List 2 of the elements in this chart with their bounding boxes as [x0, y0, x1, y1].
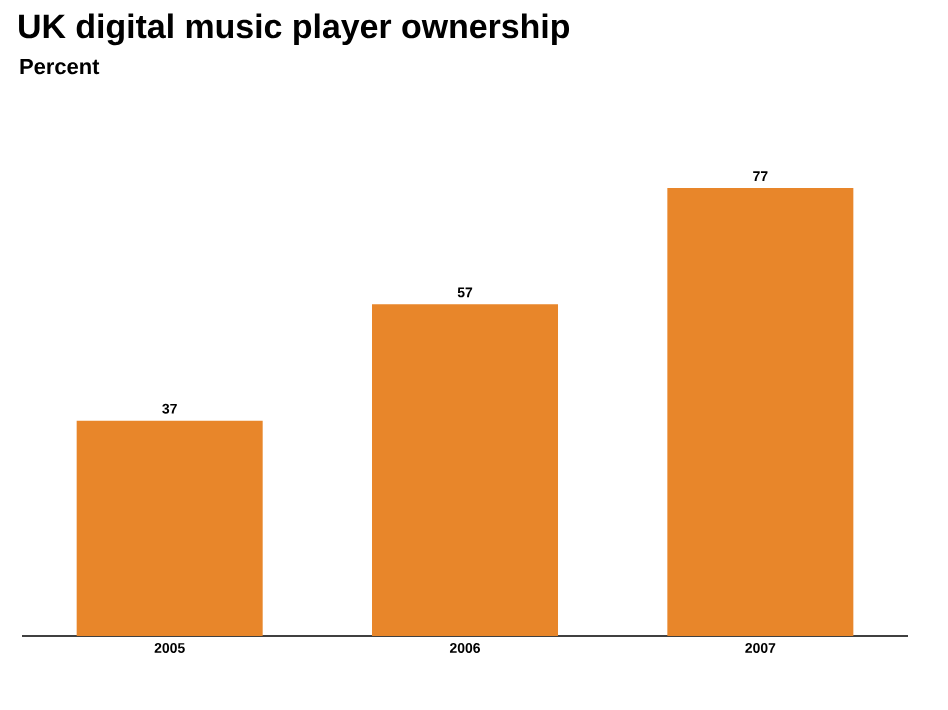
chart-subtitle: Percent — [20, 58, 100, 75]
chart-title: UK digital music player ownership — [19, 13, 570, 46]
